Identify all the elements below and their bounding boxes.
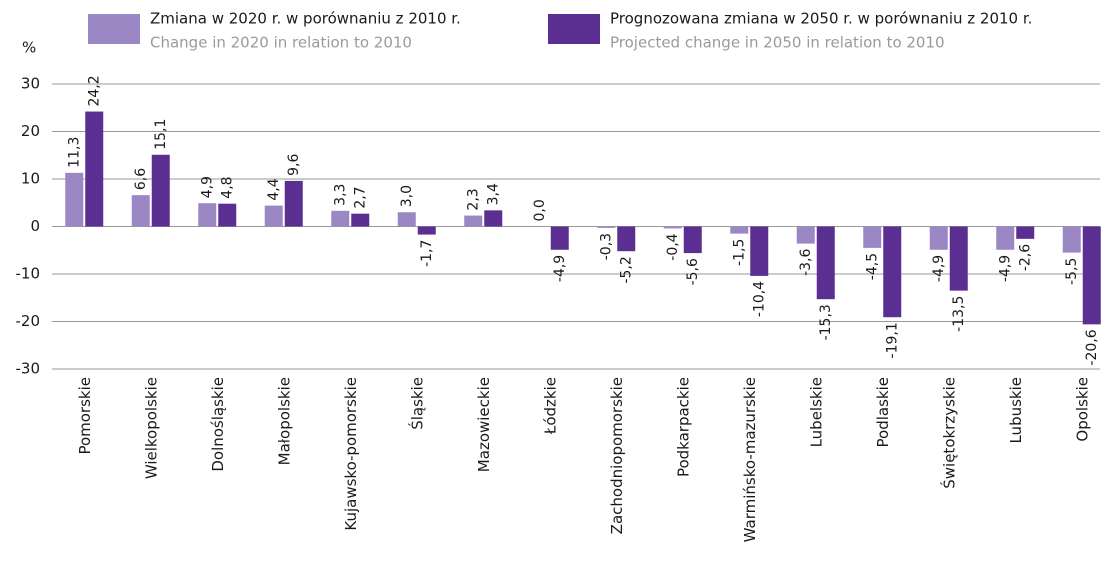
x-tick-label: Lubuskie (1007, 377, 1025, 444)
value-label: 3,0 (399, 185, 415, 207)
value-label: 24,2 (86, 75, 102, 106)
bar (331, 210, 350, 227)
x-tick-label: Małopolskie (275, 377, 293, 465)
x-tick-label: Mazowieckie (475, 377, 493, 472)
legend-swatch (548, 14, 600, 44)
x-tick-label: Dolnośląskie (209, 377, 227, 472)
x-tick-label: Śląskie (407, 377, 426, 430)
bar (397, 212, 416, 227)
bar (417, 226, 436, 235)
value-label: -0,4 (665, 233, 681, 260)
value-label: -4,9 (552, 255, 568, 282)
bar (949, 226, 968, 291)
x-tick-label: Wielkopolskie (142, 377, 160, 479)
bar (1016, 226, 1035, 239)
legend-label: Zmiana w 2020 r. w porównaniu z 2010 r. (150, 10, 461, 28)
value-label: 3,3 (332, 184, 348, 206)
bar (284, 180, 303, 227)
bar (198, 203, 217, 227)
bar (550, 226, 569, 250)
value-label: 11,3 (66, 137, 82, 168)
y-tick-label: 0 (30, 217, 40, 235)
bar (151, 154, 170, 227)
bar (218, 203, 237, 227)
bar (883, 226, 902, 318)
bar (597, 226, 616, 228)
x-tick-label: Podkarpackie (674, 377, 692, 477)
x-tick-label: Warmińsko-mazurskie (741, 377, 759, 542)
x-tick-label: Lubelskie (807, 377, 825, 447)
bar (85, 111, 104, 227)
value-label: 6,6 (133, 168, 149, 190)
value-label: 4,4 (266, 178, 282, 200)
x-tick-label: Świętokrzyskie (939, 377, 958, 489)
y-axis-label: % (22, 39, 36, 57)
legend-label-en: Change in 2020 in relation to 2010 (150, 34, 412, 52)
bar (663, 226, 682, 229)
value-label: -4,9 (997, 255, 1013, 282)
bar (464, 215, 483, 227)
value-label: -0,3 (598, 233, 614, 260)
bar (730, 226, 749, 234)
bar (131, 195, 150, 227)
value-label: -4,9 (931, 255, 947, 282)
x-tick-label: Zachodniopomorskie (608, 377, 626, 534)
bar (929, 226, 948, 250)
value-label: -4,5 (864, 253, 880, 280)
bar (683, 226, 702, 254)
bar (617, 226, 636, 252)
bar (65, 172, 84, 227)
bar (1062, 226, 1081, 253)
value-label: -10,4 (751, 281, 767, 317)
value-label: -1,5 (731, 239, 747, 266)
value-label: -2,6 (1017, 244, 1033, 271)
bar (484, 210, 503, 227)
value-label: -15,3 (818, 304, 834, 340)
x-tick-label: Pomorskie (76, 377, 94, 455)
value-label: -13,5 (951, 296, 967, 332)
value-label: -1,7 (419, 240, 435, 267)
y-tick-label: 30 (21, 75, 40, 93)
value-label: 3,4 (485, 183, 501, 205)
bar (796, 226, 815, 244)
bar (351, 213, 370, 227)
legend-swatch (88, 14, 140, 44)
value-label: -5,6 (685, 258, 701, 285)
y-tick-label: -10 (16, 265, 41, 283)
bar (1082, 226, 1101, 325)
y-tick-label: -30 (16, 360, 41, 378)
legend-label-en: Projected change in 2050 in relation to … (610, 34, 945, 52)
bar (996, 226, 1015, 250)
value-label: 15,1 (153, 119, 169, 150)
bar (863, 226, 882, 248)
value-label: 4,8 (219, 176, 235, 198)
bar (816, 226, 835, 300)
value-label: -3,6 (798, 249, 814, 276)
x-tick-label: Opolskie (1073, 377, 1091, 442)
value-label: 2,7 (352, 186, 368, 208)
value-label: -5,2 (618, 256, 634, 283)
x-tick-label: Łódzkie (541, 377, 559, 435)
value-label: 0,0 (532, 199, 548, 221)
value-label: -20,6 (1084, 329, 1100, 365)
bar (750, 226, 769, 276)
x-tick-label: Podlaskie (874, 377, 892, 447)
value-label: 9,6 (286, 154, 302, 176)
value-label: 4,9 (199, 176, 215, 198)
value-label: 2,3 (465, 188, 481, 210)
y-tick-label: -20 (16, 312, 41, 330)
legend-label: Prognozowana zmiana w 2050 r. w porównan… (610, 10, 1032, 28)
y-tick-label: 10 (21, 170, 40, 188)
y-tick-label: 20 (21, 122, 40, 140)
value-label: -19,1 (884, 322, 900, 358)
bar (264, 205, 283, 227)
x-tick-label: Kujawsko-pomorskie (342, 377, 360, 531)
value-label: -5,5 (1064, 258, 1080, 285)
